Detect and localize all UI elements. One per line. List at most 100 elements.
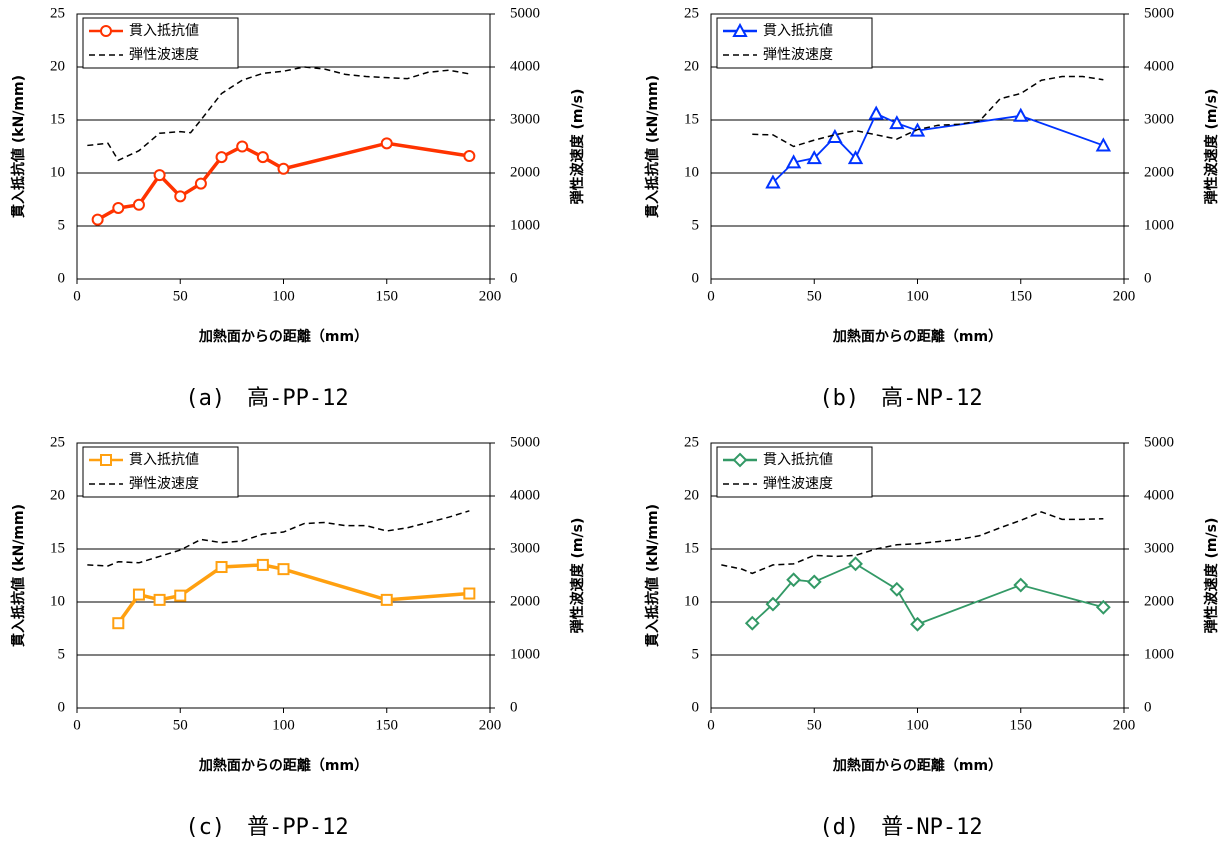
y-axis-label: 貫入抵抗値 (kN/mm)	[644, 75, 661, 218]
marker	[848, 556, 863, 572]
y2-tick-label: 2000	[510, 164, 540, 180]
y-tick-label: 0	[692, 699, 700, 715]
series-line	[751, 562, 1104, 626]
legend-label: 貫入抵抗値	[763, 452, 833, 468]
marker	[786, 572, 802, 588]
marker	[132, 198, 145, 211]
legend-box	[716, 446, 873, 498]
legend-label: 貫入抵抗値	[129, 452, 199, 468]
marker	[806, 150, 822, 165]
y-tick-label: 25	[684, 5, 699, 21]
legend-label: 貫入抵抗値	[129, 23, 199, 39]
y2-axis-label: 弾性波速度 (m/s)	[1203, 89, 1220, 205]
marker	[1013, 107, 1029, 122]
legend-label: 弾性波速度	[763, 476, 833, 492]
y-tick-label: 5	[692, 217, 700, 233]
y-tick-label: 25	[50, 5, 65, 21]
legend-label: 弾性波速度	[129, 476, 199, 492]
y2-tick-label: 1000	[510, 646, 540, 662]
series-line	[96, 141, 470, 222]
y-tick-label: 0	[58, 270, 66, 286]
y-tick-label: 10	[684, 164, 699, 180]
marker	[236, 140, 249, 153]
x-axis-label: 加熱面からの距離（mm）	[832, 328, 1002, 345]
plot-frame	[710, 13, 1125, 280]
y-axis-label: 貫入抵抗値 (kN/mm)	[644, 504, 661, 647]
y-tick-label: 5	[58, 646, 66, 662]
y-tick-label: 25	[50, 434, 65, 450]
y2-tick-label: 4000	[1144, 58, 1174, 74]
x-tick-label: 50	[173, 717, 188, 733]
caption: (c) 普-PP-12	[185, 815, 348, 840]
x-axis-label: 加熱面からの距離（mm）	[832, 757, 1002, 774]
marker	[277, 563, 290, 576]
marker	[215, 561, 228, 574]
y-tick-label: 10	[684, 593, 699, 609]
y-tick-label: 0	[692, 270, 700, 286]
marker	[847, 150, 864, 165]
y2-tick-label: 1000	[510, 217, 540, 233]
marker	[1013, 577, 1029, 593]
y-axis-label: 貫入抵抗値 (kN/mm)	[10, 75, 27, 218]
y2-tick-label: 2000	[1144, 593, 1174, 609]
marker	[380, 593, 393, 606]
legend-label: 弾性波速度	[763, 47, 833, 63]
y2-tick-label: 1000	[1144, 217, 1174, 233]
y-tick-label: 10	[50, 164, 65, 180]
y2-tick-label: 2000	[1144, 164, 1174, 180]
x-tick-label: 200	[1113, 717, 1136, 733]
y-tick-label: 20	[684, 487, 699, 503]
y-axis-label: 貫入抵抗値 (kN/mm)	[10, 504, 27, 647]
series-line	[87, 66, 470, 162]
series-line	[772, 112, 1104, 184]
legend-label: 弾性波速度	[129, 47, 199, 63]
y2-tick-label: 4000	[1144, 487, 1174, 503]
marker	[765, 174, 781, 189]
marker	[256, 558, 269, 571]
marker	[463, 587, 476, 600]
marker	[732, 22, 748, 37]
y-tick-label: 20	[684, 58, 699, 74]
marker	[174, 589, 187, 602]
marker	[132, 588, 145, 601]
y2-tick-label: 0	[510, 270, 518, 286]
x-tick-label: 200	[479, 717, 502, 733]
x-tick-label: 0	[707, 288, 715, 304]
y-tick-label: 10	[50, 593, 65, 609]
x-tick-label: 100	[272, 717, 295, 733]
y2-tick-label: 0	[1144, 699, 1152, 715]
plot-frame	[76, 442, 491, 709]
y2-tick-label: 0	[1144, 270, 1152, 286]
marker	[380, 137, 393, 150]
y-tick-label: 25	[684, 434, 699, 450]
marker	[744, 615, 760, 631]
x-tick-label: 200	[479, 288, 502, 304]
marker	[868, 105, 884, 120]
series-line	[116, 563, 470, 625]
marker	[1095, 599, 1111, 615]
y-tick-label: 5	[692, 646, 700, 662]
marker	[732, 452, 748, 468]
marker	[827, 128, 843, 143]
marker	[889, 115, 905, 130]
chart-panel: 0 5 10 15 20 25 0 1000 2000 3000 4000 5000 0 50 100 150…	[644, 434, 1220, 840]
y-tick-label: 15	[50, 540, 65, 556]
y2-tick-label: 4000	[510, 487, 540, 503]
chart-panel: 0 5 10 15 20 25 0 1000 2000 3000 4000 5000 0 50 100 150…	[10, 5, 586, 411]
y2-tick-label: 3000	[510, 540, 540, 556]
plot-frame	[710, 442, 1125, 709]
series-line	[752, 75, 1104, 148]
y-tick-label: 15	[684, 111, 699, 127]
marker	[112, 617, 125, 630]
caption: (b) 高-NP-12	[819, 386, 982, 411]
y2-tick-label: 2000	[510, 593, 540, 609]
x-tick-label: 100	[906, 288, 929, 304]
marker	[174, 190, 187, 203]
x-tick-label: 0	[707, 717, 715, 733]
y-tick-label: 15	[50, 111, 65, 127]
x-tick-label: 100	[272, 288, 295, 304]
y2-tick-label: 5000	[1144, 5, 1174, 21]
marker	[194, 177, 207, 190]
x-tick-label: 150	[376, 717, 399, 733]
